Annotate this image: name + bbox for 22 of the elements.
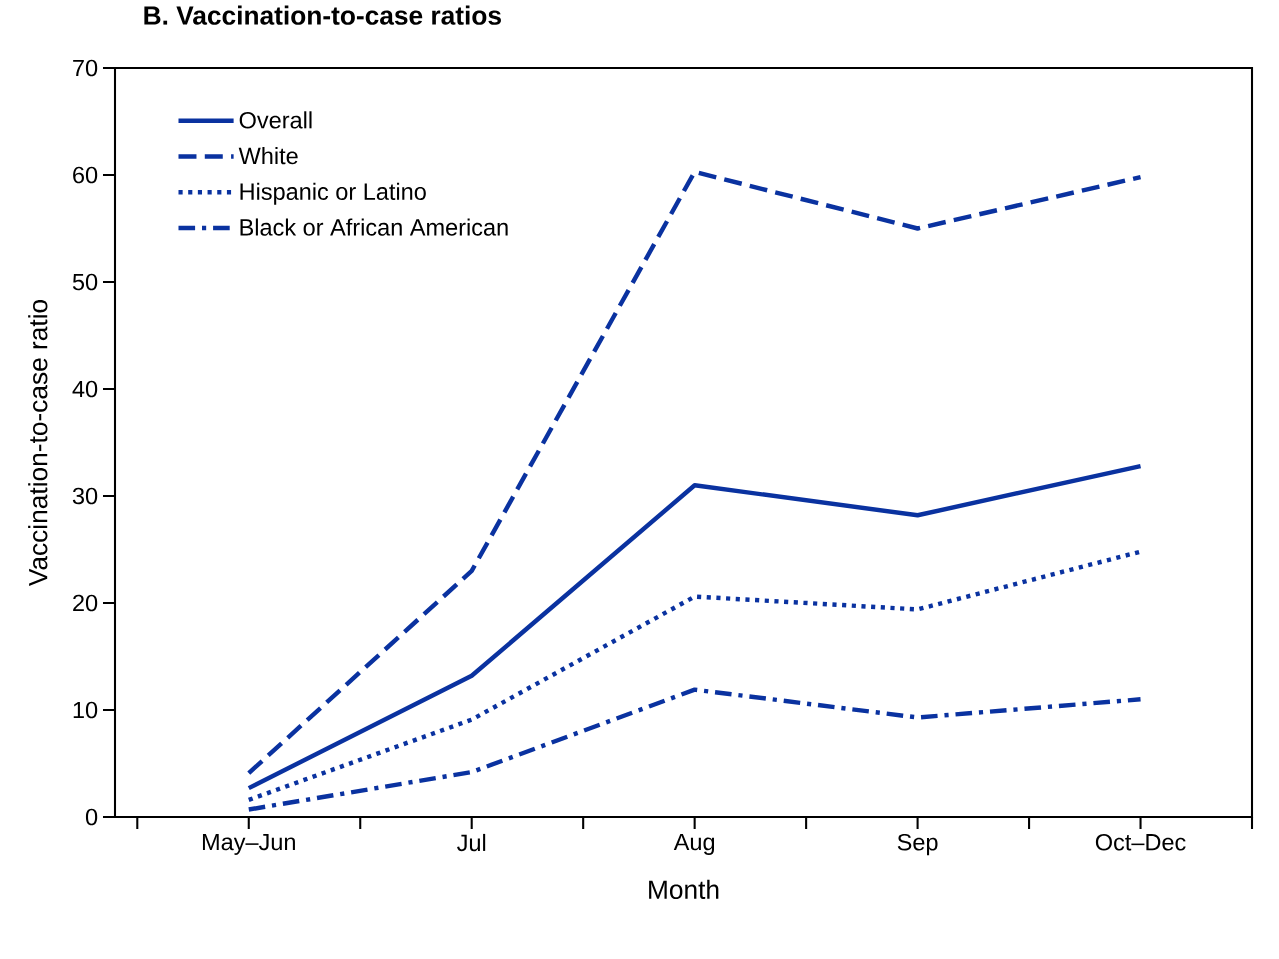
- y-tick-label: 20: [73, 594, 98, 612]
- y-tick-label: 10: [73, 701, 98, 719]
- legend-label: Black or African American: [240, 218, 508, 236]
- x-tick-label: May–Jun: [202, 833, 295, 855]
- legend-label: Overall: [239, 111, 312, 129]
- x-tick-label: Aug: [673, 833, 715, 855]
- y-tick-label: 50: [72, 273, 98, 291]
- y-tick-label: 40: [72, 380, 98, 398]
- line-series: [246, 463, 1143, 791]
- x-tick-label: Jul: [457, 833, 486, 852]
- legend-label: White: [238, 146, 298, 165]
- y-tick-label: 70: [73, 59, 98, 77]
- x-axis-title: Month: [649, 879, 719, 900]
- chart-title: B. Vaccination-to-case ratios: [144, 5, 501, 25]
- y-axis-title: Vaccination-to-case ratio: [28, 299, 48, 587]
- line-series: [246, 687, 1143, 812]
- y-tick-label: 60: [73, 166, 98, 184]
- legend-label: Hispanic or Latino: [240, 182, 426, 205]
- y-tick-label: 30: [72, 487, 98, 505]
- x-tick-label: Sep: [897, 833, 938, 856]
- x-tick-label: Oct–Dec: [1095, 833, 1186, 851]
- y-tick-label: 0: [85, 808, 98, 826]
